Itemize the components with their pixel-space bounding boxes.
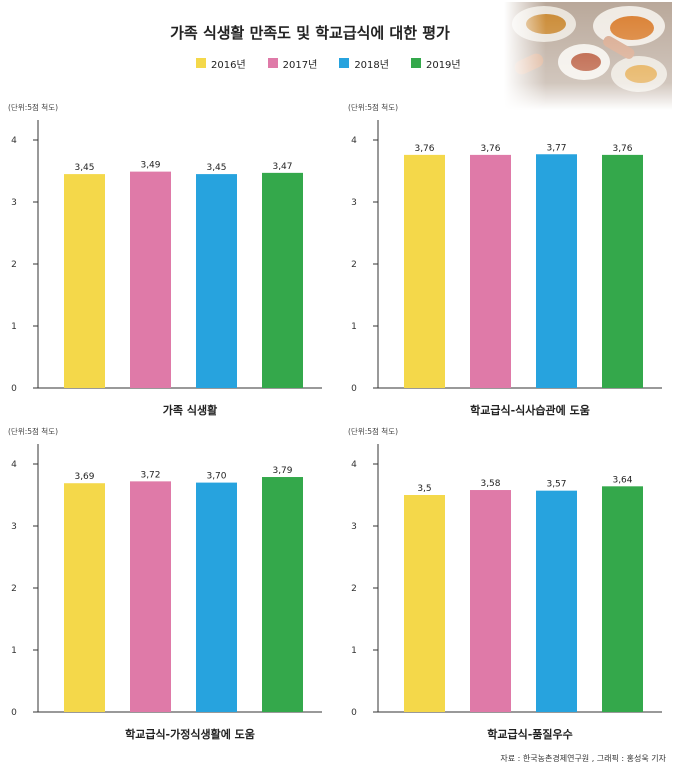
legend-label: 2019년 [425, 59, 461, 71]
y-tick-label: 0 [11, 384, 17, 394]
legend-item: 2018년 [339, 56, 389, 71]
y-tick-label: 3 [351, 198, 357, 208]
legend-label: 2017년 [282, 59, 318, 71]
chart-category-title: 가족 식생활 [163, 403, 217, 417]
y-tick-label: 1 [11, 646, 17, 656]
bar-2019년 [602, 486, 643, 712]
bar-2016년 [64, 483, 105, 712]
bar-value-label: 3,69 [74, 472, 94, 482]
bar-2016년 [404, 154, 445, 388]
source-credit: 자료 : 한국농촌경제연구원 , 그래픽 : 홍성욱 기자 [500, 754, 666, 763]
y-tick-label: 4 [351, 136, 357, 146]
bar-value-label: 3,45 [206, 163, 226, 173]
bar-value-label: 3,76 [414, 144, 434, 154]
unit-label: (단위:5점 척도) [8, 426, 58, 436]
bar-value-label: 3,76 [612, 144, 632, 154]
bar-value-label: 3,47 [272, 162, 292, 172]
bar-2017년 [470, 154, 511, 388]
bar-2016년 [404, 495, 445, 712]
y-tick-label: 1 [351, 322, 357, 332]
y-tick-label: 4 [351, 460, 357, 470]
bar-value-label: 3,70 [206, 472, 226, 482]
bar-value-label: 3,64 [612, 475, 632, 485]
legend: 2016년 2017년 2018년 2019년 [196, 56, 461, 71]
bar-2019년 [262, 172, 303, 388]
bar-value-label: 3,58 [480, 479, 500, 489]
bar-value-label: 3,72 [140, 470, 160, 480]
y-tick-label: 3 [11, 522, 17, 532]
y-tick-label: 2 [351, 260, 357, 270]
legend-swatch [339, 58, 350, 68]
bar-value-label: 3,79 [272, 466, 292, 476]
y-tick-label: 0 [351, 708, 357, 718]
bar-2018년 [196, 482, 237, 712]
bar-value-label: 3,45 [74, 163, 94, 173]
bar-value-label: 3,76 [480, 144, 500, 154]
chart-school-meal-quality: (단위:5점 척도) 0 1 2 3 4 3,5 3,58 3,57 3,64 학교급식-품질우수 [340, 420, 670, 741]
bar-2017년 [130, 171, 171, 388]
bar-2016년 [64, 174, 105, 388]
unit-label: (단위:5점 척도) [348, 102, 398, 112]
chart-svg: (단위:5점 척도) 0 1 2 3 4 3,45 3,49 3,45 3,47 가족 식생활 [8, 102, 322, 417]
chart-category-title: 학교급식-식사습관에 도움 [470, 403, 590, 417]
legend-swatch [267, 58, 278, 68]
chart-svg: (단위:5점 척도) 0 1 2 3 4 3,69 3,72 3,70 3,79 학교급식-가정식생… [8, 426, 322, 741]
y-tick-label: 0 [351, 384, 357, 394]
y-tick-label: 1 [351, 646, 357, 656]
chart-school-meal-eating-habits: (단위:5점 척도) 0 1 2 3 4 3,76 3,76 3,77 3,76 학교급식-식사습관… [340, 96, 670, 417]
legend-label: 2018년 [354, 59, 389, 71]
y-tick-label: 4 [11, 136, 17, 146]
bar-value-label: 3,5 [417, 484, 431, 494]
chart-school-meal-home-diet: (단위:5점 척도) 0 1 2 3 4 3,69 3,72 3,70 3,79 학교급식-가정식생… [0, 420, 330, 741]
y-tick-label: 0 [11, 708, 17, 718]
legend-item: 2016년 [196, 56, 246, 71]
chart-title: 가족 식생활 만족도 및 학교급식에 대한 평가 [170, 24, 450, 42]
y-tick-label: 3 [351, 522, 357, 532]
food-photo [504, 2, 672, 110]
chart-svg: (단위:5점 척도) 0 1 2 3 4 3,76 3,76 3,77 3,76 학교급식-식사습관… [348, 102, 662, 417]
bar-value-label: 3,57 [546, 480, 566, 490]
legend-label: 2016년 [211, 59, 246, 71]
legend-item: 2019년 [410, 56, 461, 71]
y-tick-label: 2 [11, 260, 17, 270]
y-tick-label: 2 [351, 584, 357, 594]
bar-value-label: 3,49 [140, 161, 160, 171]
legend-swatch [196, 58, 206, 68]
y-tick-label: 1 [11, 322, 17, 332]
y-tick-label: 3 [11, 198, 17, 208]
bar-2019년 [262, 477, 303, 712]
bar-2017년 [470, 490, 511, 712]
bar-2018년 [196, 174, 237, 388]
chart-category-title: 학교급식-가정식생활에 도움 [125, 727, 255, 741]
chart-category-title: 학교급식-품질우수 [487, 727, 573, 741]
bar-2019년 [602, 154, 643, 388]
chart-svg: (단위:5점 척도) 0 1 2 3 4 3,5 3,58 3,57 3,64 학교급식-품질우수 [348, 426, 662, 741]
bar-2018년 [536, 154, 577, 388]
bar-2017년 [130, 481, 171, 712]
unit-label: (단위:5점 척도) [8, 102, 58, 112]
bar-2018년 [536, 490, 577, 712]
legend-swatch [410, 58, 421, 68]
chart-family-diet: (단위:5점 척도) 0 1 2 3 4 3,45 3,49 3,45 3,47 가족 식생활 [0, 96, 330, 417]
y-tick-label: 4 [11, 460, 17, 470]
bar-value-label: 3,77 [546, 143, 566, 153]
unit-label: (단위:5점 척도) [348, 426, 398, 436]
y-tick-label: 2 [11, 584, 17, 594]
legend-item: 2017년 [267, 56, 318, 71]
